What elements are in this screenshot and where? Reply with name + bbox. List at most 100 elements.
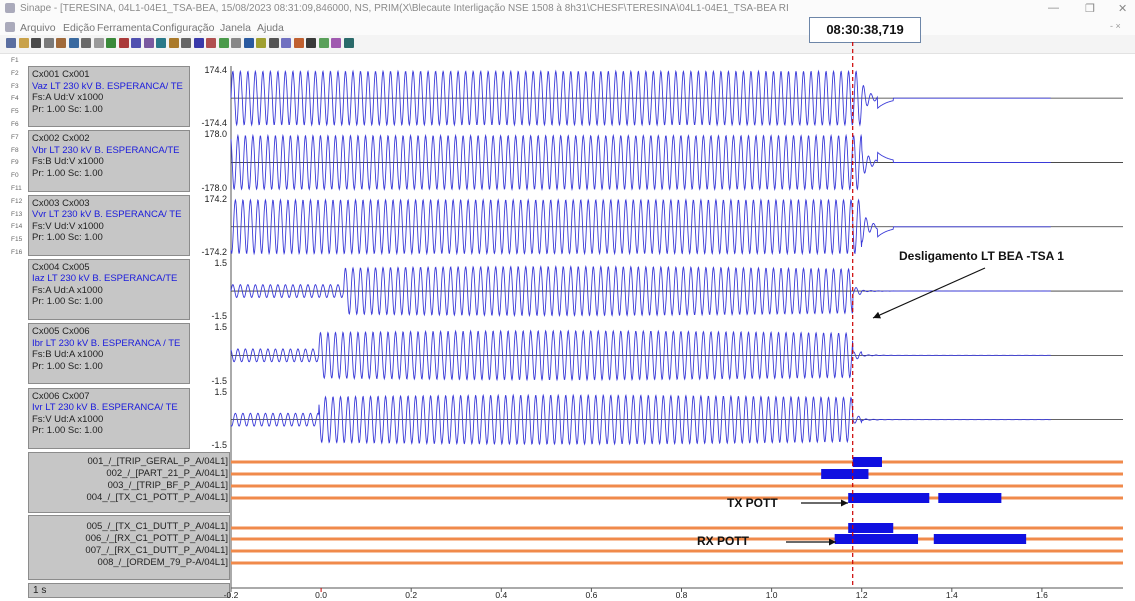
channel-label-box[interactable]: Cx002 Cx002 Vbr LT 230 kV B. ESPERANCA/TE… — [28, 130, 190, 192]
x-tick-label: -0.2 — [224, 590, 239, 600]
toolbar-button-icon[interactable] — [56, 38, 66, 48]
function-key-label[interactable]: F13 — [11, 210, 23, 218]
x-tick-label: 0.6 — [585, 590, 597, 600]
channel-scale: Pr: 1.00 Sc: 1.00 — [32, 103, 103, 115]
function-key-label[interactable]: F7 — [11, 133, 19, 141]
digital-channel-label: 002_/_[PART_21_P_A/04L1] — [106, 468, 228, 479]
toolbar-button-icon[interactable] — [143, 38, 154, 48]
channel-name: Vbr LT 230 kV B. ESPERANCA/TE — [32, 144, 180, 156]
function-key-label[interactable]: F14 — [11, 223, 23, 231]
menu-arquivo[interactable]: Arquivo — [20, 22, 56, 34]
digital-active-bar — [852, 457, 882, 467]
function-key-label[interactable]: F0 — [11, 172, 19, 180]
y-max-label: 1.5 — [214, 257, 227, 268]
digital-group-1[interactable] — [28, 452, 230, 513]
channel-id: Cx002 Cx002 — [32, 133, 90, 145]
toolbar-button-icon[interactable] — [293, 38, 304, 48]
digital-active-bar — [848, 493, 930, 503]
toolbar-button-icon[interactable] — [18, 38, 29, 48]
toolbar-button-icon[interactable] — [181, 38, 191, 48]
digital-channel-label: 007_/_[RX_C1_DUTT_P_A/04L1] — [85, 545, 228, 556]
channel-name: Vvr LT 230 kV B. ESPERANCA/ TE — [32, 209, 182, 221]
channel-id: Cx003 Cx003 — [32, 197, 90, 209]
channel-id: Cx004 Cx005 — [32, 261, 90, 273]
digital-channel-label: 003_/_[TRIP_BF_P_A/04L1] — [107, 480, 228, 491]
menu-app-icon — [5, 22, 15, 32]
channel-label-box[interactable]: Cx005 Cx006 Ibr LT 230 kV B. ESPERANCA / … — [28, 323, 190, 385]
function-key-label[interactable]: F15 — [11, 236, 23, 244]
toolbar-button-icon[interactable] — [218, 38, 229, 48]
toolbar-button-icon[interactable] — [68, 38, 79, 48]
function-key-label[interactable]: F9 — [11, 159, 19, 167]
toolbar-button-icon[interactable] — [306, 38, 316, 48]
digital-active-bar — [848, 523, 894, 533]
toolbar-button-icon[interactable] — [331, 38, 341, 48]
function-key-label[interactable]: F12 — [11, 197, 23, 205]
waveform-trace — [230, 133, 1051, 192]
toolbar-button-icon[interactable] — [93, 38, 104, 48]
toolbar-button-icon[interactable] — [281, 38, 291, 48]
channel-phase: Fs:B Ud:V x1000 — [32, 156, 104, 168]
window-title: Sinape - [TERESINA, 04L1-04E1_TSA-BEA, 1… — [20, 3, 789, 14]
toolbar-button-icon[interactable] — [168, 38, 179, 48]
function-key-label[interactable]: F6 — [11, 121, 19, 128]
menu-edicao[interactable]: Edição — [63, 22, 96, 34]
function-key-label[interactable]: F1 — [11, 57, 19, 64]
toolbar-button-icon[interactable] — [318, 38, 329, 48]
function-key-label[interactable]: F2 — [11, 69, 19, 77]
function-key-label[interactable]: F3 — [11, 82, 19, 90]
toolbar-button-icon[interactable] — [6, 38, 16, 48]
channel-id: Cx006 Cx007 — [32, 390, 90, 402]
channel-label-box[interactable]: Cx004 Cx005 Iaz LT 230 kV B. ESPERANCA/TE… — [28, 258, 190, 321]
function-key-label[interactable]: F5 — [11, 108, 19, 116]
restore-icon[interactable]: ❐ — [1085, 3, 1095, 15]
toolbar-button-icon[interactable] — [206, 38, 216, 48]
toolbar-button-icon[interactable] — [243, 38, 254, 48]
x-tick-label: 0.4 — [495, 590, 507, 600]
toolbar-button-icon[interactable] — [193, 38, 204, 48]
toolbar-button-icon[interactable] — [43, 38, 54, 48]
menu-janela[interactable]: Janela — [220, 22, 251, 34]
channel-label-box[interactable]: Cx001 Cx001 Vaz LT 230 kV B. ESPERANCA/ T… — [28, 66, 190, 128]
channel-name: Vaz LT 230 kV B. ESPERANCA/ TE — [32, 80, 183, 92]
app-icon — [5, 3, 15, 13]
time-scale-box[interactable]: 1 s — [28, 583, 230, 598]
function-key-label[interactable]: F16 — [11, 249, 23, 256]
digital-group-2[interactable] — [28, 515, 230, 580]
channel-label-box[interactable]: Cx003 Cx003 Vvr LT 230 kV B. ESPERANCA/ T… — [28, 194, 190, 256]
minimize-icon[interactable]: — — [1048, 2, 1059, 14]
function-key-label[interactable]: F4 — [11, 95, 19, 103]
toolbar-button-icon[interactable] — [131, 38, 141, 48]
function-key-label[interactable]: F11 — [11, 185, 22, 192]
x-tick-label: 0.0 — [315, 590, 327, 600]
menu-ajuda[interactable]: Ajuda — [257, 22, 284, 34]
function-key-column: F1 F2 F3 F4 F5 F6 F7 F8 F9 F0 F11 F12 F13 F14 F15 F16 — [0, 57, 27, 287]
toolbar-button-icon[interactable] — [31, 38, 41, 48]
toolbar-button-icon[interactable] — [268, 38, 279, 48]
toolbar-button-icon[interactable] — [118, 38, 129, 48]
toolbar-button-icon[interactable] — [81, 38, 91, 48]
toolbar-button-icon[interactable] — [156, 38, 166, 48]
toolbar-button-icon[interactable] — [231, 38, 241, 48]
waveform-trace — [230, 69, 1051, 127]
digital-channel-label: 001_/_[TRIP_GERAL_P_A/04L1] — [87, 456, 228, 467]
close-icon[interactable]: ✕ — [1118, 3, 1128, 15]
function-key-label[interactable]: F8 — [11, 146, 19, 154]
digital-channel-label: 006_/_[RX_C1_POTT_P_A/04L1] — [85, 533, 228, 544]
channel-name: Ibr LT 230 kV B. ESPERANCA / TE — [32, 337, 181, 349]
toolbar-button-icon[interactable] — [343, 38, 354, 48]
channel-phase: Fs:B Ud:A x1000 — [32, 349, 104, 361]
menu-ferramenta[interactable]: Ferramenta — [97, 22, 152, 34]
x-tick-label: 0.8 — [676, 590, 688, 600]
y-max-label: 1.5 — [214, 386, 227, 397]
mdi-minimize-icon[interactable]: - × — [1110, 21, 1121, 31]
channel-label-box[interactable]: Cx006 Cx007 Ivr LT 230 kV B. ESPERANCA/ T… — [28, 387, 190, 449]
menu-configuracao[interactable]: Configuração — [152, 22, 215, 34]
digital-channel-label: 004_/_[TX_C1_POTT_P_A/04L1] — [86, 492, 228, 503]
toolbar-button-icon[interactable] — [106, 38, 116, 48]
y-min-label: -1.5 — [211, 375, 227, 386]
toolbar-button-icon[interactable] — [256, 38, 266, 48]
cursor-timestamp: 08:30:38,719 — [809, 17, 921, 43]
x-tick-label: 0.2 — [405, 590, 417, 600]
